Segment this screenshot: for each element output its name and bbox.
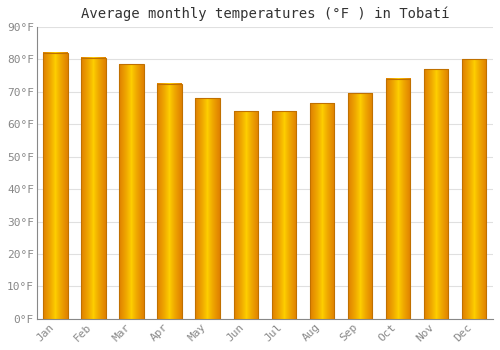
Bar <box>462 59 486 319</box>
Bar <box>120 64 144 319</box>
Bar <box>272 111 296 319</box>
Bar <box>158 84 182 319</box>
Bar <box>348 93 372 319</box>
Bar <box>44 53 68 319</box>
Bar <box>424 69 448 319</box>
Bar <box>82 58 106 319</box>
Bar <box>196 98 220 319</box>
Bar <box>234 111 258 319</box>
Bar <box>310 103 334 319</box>
Bar <box>386 79 410 319</box>
Title: Average monthly temperatures (°F ) in Tobatí: Average monthly temperatures (°F ) in To… <box>80 7 449 21</box>
